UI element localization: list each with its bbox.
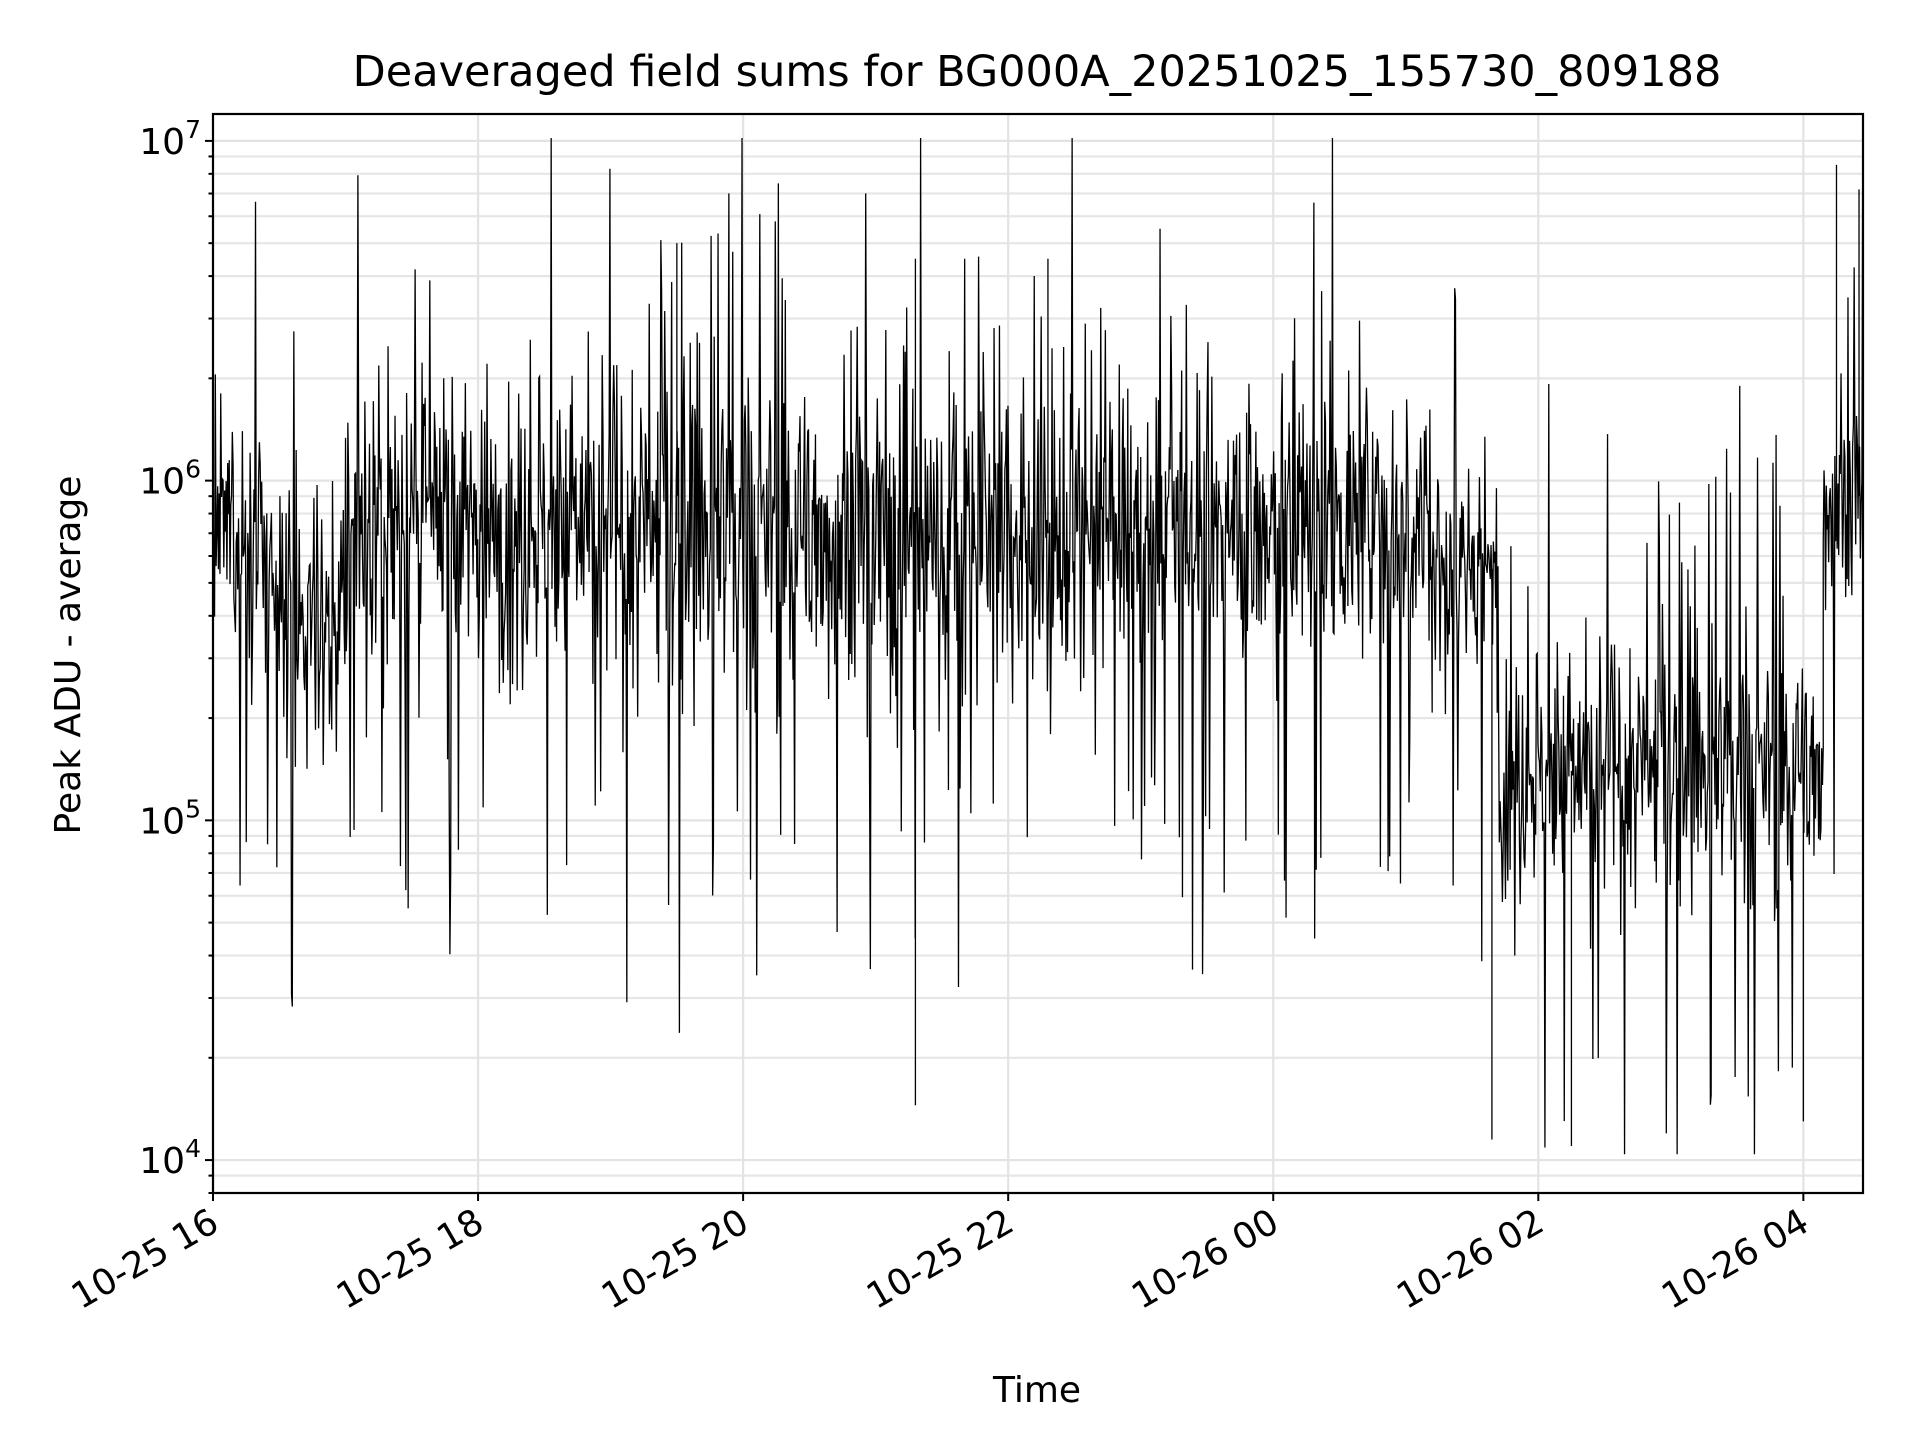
y-tick-exponent: 6	[185, 455, 201, 484]
y-tick-base: 10	[139, 801, 185, 842]
y-tick-label: 104	[139, 1134, 201, 1182]
x-tick-label: 10-26 04	[1655, 1201, 1816, 1317]
x-tick-label: 10-25 22	[860, 1201, 1021, 1317]
x-tick-label: 10-25 18	[330, 1201, 491, 1317]
y-axis-label: Peak ADU - average	[48, 476, 89, 835]
y-tick-label: 107	[139, 115, 201, 163]
plot-frame	[211, 112, 1865, 1195]
series-line-field-sums	[212, 137, 1864, 1155]
y-tick-exponent: 5	[185, 794, 201, 823]
y-tick-base: 10	[139, 462, 185, 503]
y-tick-exponent: 7	[185, 115, 201, 144]
y-tick-label: 106	[139, 455, 201, 503]
y-tick-exponent: 4	[185, 1134, 201, 1163]
y-tick-label: 105	[139, 794, 201, 842]
chart-title: Deaveraged field sums for BG000A_2025102…	[353, 47, 1722, 97]
series-layer	[212, 137, 1864, 1155]
y-tick-base: 10	[139, 122, 185, 163]
x-axis-label: Time	[992, 1370, 1081, 1411]
x-axis: 10-25 16 10-25 18 10-25 20 10-25 22 10-26 00…	[65, 1193, 1816, 1318]
x-tick-label: 10-26 02	[1390, 1201, 1551, 1317]
x-tick-label: 10-26 00	[1125, 1201, 1286, 1317]
x-tick-label: 10-25 20	[595, 1201, 756, 1317]
y-tick-base: 10	[139, 1141, 185, 1182]
grid	[211, 114, 1863, 1195]
x-tick-label: 10-25 16	[65, 1201, 226, 1317]
